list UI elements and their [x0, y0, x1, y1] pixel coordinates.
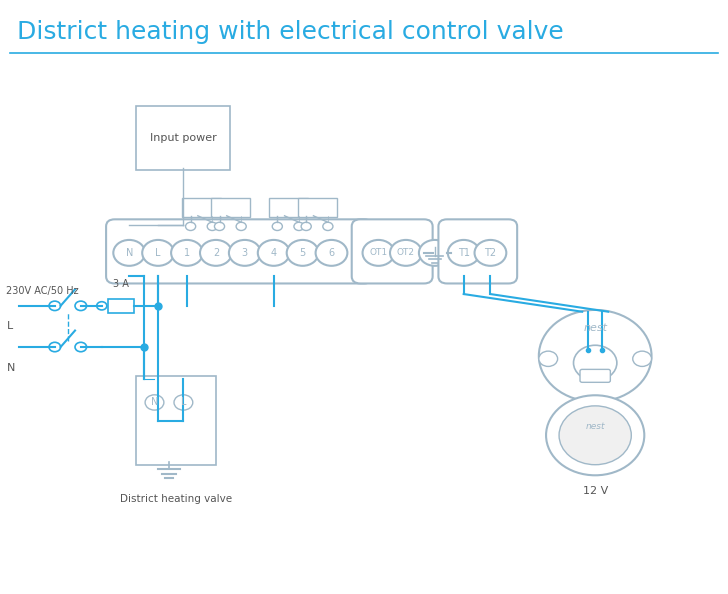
FancyBboxPatch shape: [106, 219, 373, 283]
Text: nest: nest: [583, 323, 607, 333]
Text: 12 V: 12 V: [582, 486, 608, 496]
Circle shape: [215, 222, 224, 230]
FancyBboxPatch shape: [211, 198, 250, 217]
Circle shape: [633, 351, 652, 366]
Circle shape: [539, 351, 558, 366]
Text: 4: 4: [271, 248, 277, 258]
Text: N: N: [7, 362, 15, 372]
Circle shape: [49, 342, 60, 352]
Circle shape: [546, 395, 644, 475]
Circle shape: [75, 342, 87, 352]
FancyBboxPatch shape: [108, 299, 133, 313]
Circle shape: [475, 240, 506, 266]
Text: L: L: [7, 321, 12, 331]
Circle shape: [207, 222, 218, 230]
Circle shape: [287, 240, 318, 266]
Circle shape: [390, 240, 422, 266]
Text: 1: 1: [184, 248, 190, 258]
Circle shape: [448, 240, 480, 266]
Circle shape: [97, 302, 107, 310]
FancyBboxPatch shape: [136, 377, 216, 465]
Text: 5: 5: [299, 248, 306, 258]
Circle shape: [145, 395, 164, 410]
Text: L: L: [155, 248, 161, 258]
Circle shape: [258, 240, 290, 266]
Text: OT1: OT1: [369, 248, 387, 257]
Circle shape: [294, 222, 304, 230]
Text: Input power: Input power: [150, 133, 217, 143]
Circle shape: [323, 222, 333, 230]
Text: nest: nest: [585, 422, 605, 431]
Circle shape: [272, 222, 282, 230]
Circle shape: [559, 406, 631, 465]
Circle shape: [200, 240, 232, 266]
Circle shape: [49, 301, 60, 311]
FancyBboxPatch shape: [352, 219, 432, 283]
FancyBboxPatch shape: [269, 198, 308, 217]
Circle shape: [186, 222, 196, 230]
Circle shape: [236, 222, 246, 230]
FancyBboxPatch shape: [580, 369, 610, 383]
Text: N: N: [151, 397, 158, 407]
Circle shape: [301, 222, 312, 230]
Circle shape: [75, 301, 87, 311]
FancyBboxPatch shape: [298, 198, 336, 217]
Text: 3: 3: [242, 248, 248, 258]
Text: T1: T1: [458, 248, 470, 258]
FancyBboxPatch shape: [136, 106, 230, 170]
Circle shape: [142, 240, 174, 266]
Text: 3 A: 3 A: [113, 279, 128, 289]
Text: OT2: OT2: [397, 248, 415, 257]
Circle shape: [574, 345, 617, 381]
Text: L: L: [181, 397, 186, 407]
Circle shape: [316, 240, 347, 266]
FancyBboxPatch shape: [182, 198, 221, 217]
Circle shape: [539, 310, 652, 402]
Circle shape: [171, 240, 203, 266]
Text: T2: T2: [484, 248, 496, 258]
Text: District heating with electrical control valve: District heating with electrical control…: [17, 20, 564, 45]
Circle shape: [229, 240, 261, 266]
Circle shape: [363, 240, 395, 266]
Circle shape: [419, 240, 451, 266]
Text: District heating valve: District heating valve: [120, 494, 232, 504]
Text: 6: 6: [328, 248, 335, 258]
Circle shape: [114, 240, 145, 266]
Text: 230V AC/50 Hz: 230V AC/50 Hz: [7, 286, 79, 296]
Text: 2: 2: [213, 248, 219, 258]
Text: N: N: [125, 248, 133, 258]
Circle shape: [174, 395, 193, 410]
FancyBboxPatch shape: [438, 219, 517, 283]
